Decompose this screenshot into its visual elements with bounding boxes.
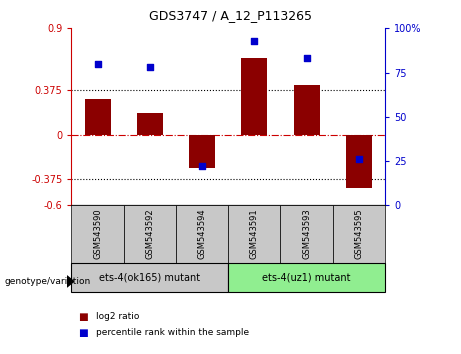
- Point: [303, 56, 310, 61]
- Text: ■: ■: [78, 312, 88, 322]
- Bar: [333, 205, 385, 264]
- Bar: [71, 205, 124, 264]
- Text: ets-4(ok165) mutant: ets-4(ok165) mutant: [99, 273, 201, 282]
- Bar: [71, 263, 228, 292]
- Bar: [124, 205, 176, 264]
- Text: percentile rank within the sample: percentile rank within the sample: [96, 328, 249, 337]
- Text: GSM543595: GSM543595: [355, 208, 363, 259]
- Text: GSM543592: GSM543592: [145, 208, 154, 259]
- Bar: [294, 85, 319, 135]
- Text: ■: ■: [78, 328, 88, 338]
- Text: GSM543591: GSM543591: [250, 208, 259, 259]
- Bar: [280, 205, 333, 264]
- Point: [146, 64, 154, 70]
- Text: GDS3747 / A_12_P113265: GDS3747 / A_12_P113265: [149, 9, 312, 22]
- Point: [251, 38, 258, 44]
- Text: ets-4(uz1) mutant: ets-4(uz1) mutant: [262, 273, 351, 282]
- Text: genotype/variation: genotype/variation: [5, 277, 91, 286]
- Bar: [189, 135, 215, 167]
- Point: [94, 61, 101, 67]
- Bar: [241, 58, 267, 135]
- Bar: [228, 205, 280, 264]
- Point: [198, 164, 206, 169]
- Text: GSM543590: GSM543590: [93, 208, 102, 259]
- Bar: [228, 263, 385, 292]
- Bar: [137, 113, 163, 135]
- Text: log2 ratio: log2 ratio: [96, 312, 139, 321]
- Polygon shape: [67, 276, 74, 287]
- Point: [355, 156, 362, 162]
- Text: GSM543594: GSM543594: [198, 208, 207, 259]
- Bar: [84, 99, 111, 135]
- Bar: [176, 205, 228, 264]
- Text: GSM543593: GSM543593: [302, 208, 311, 259]
- Bar: [346, 135, 372, 188]
